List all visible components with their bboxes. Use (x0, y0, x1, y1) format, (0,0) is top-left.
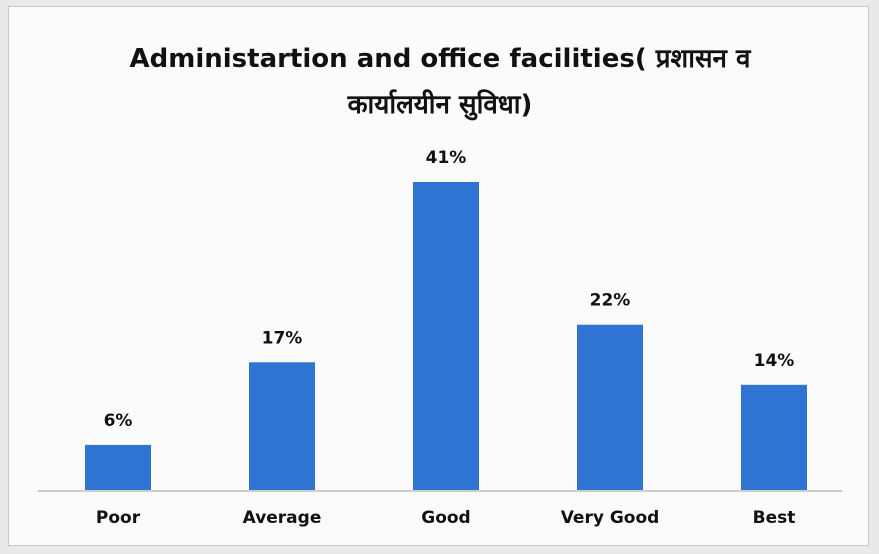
bar (413, 182, 479, 490)
x-tick-label: Poor (96, 508, 141, 528)
value-label: 41% (426, 148, 467, 168)
value-label: 14% (754, 351, 795, 371)
value-label: 6% (104, 411, 133, 431)
x-tick-label: Average (243, 508, 322, 528)
x-tick-label: Good (421, 508, 470, 528)
bar (741, 384, 807, 490)
bar (577, 324, 643, 490)
chart-title: Administartion and office facilities( प्… (129, 44, 751, 120)
value-label: 17% (262, 328, 303, 348)
bar (249, 362, 315, 490)
x-tick-label: Very Good (561, 508, 660, 528)
value-label: 22% (590, 291, 631, 311)
x-tick-label: Best (753, 508, 796, 528)
bar (85, 444, 151, 490)
